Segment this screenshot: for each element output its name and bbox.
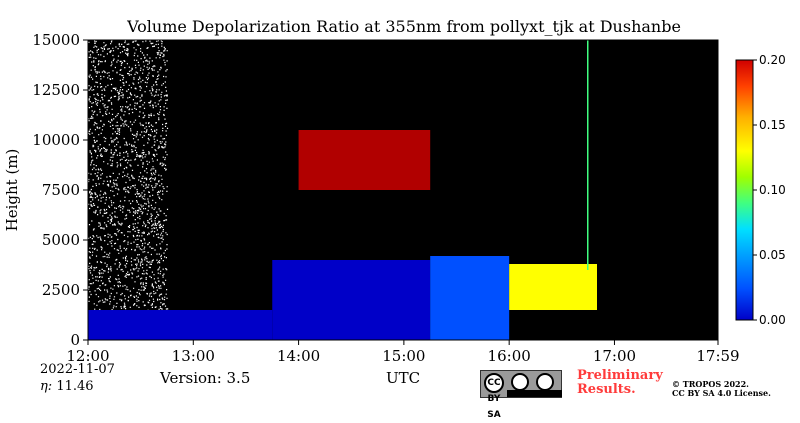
copyright-line2: CC BY SA 4.0 License.	[672, 388, 771, 398]
y-tick-label: 7500	[42, 181, 80, 199]
copyright-line1: © TROPOS 2022.	[672, 379, 749, 389]
y-axis: 0 2500 5000 7500 10000 12500 15000	[32, 31, 88, 349]
aerosol-layer	[509, 264, 615, 310]
y-tick-label: 5000	[42, 231, 80, 249]
chart-title: Volume Depolarization Ratio at 355nm fro…	[126, 17, 681, 36]
y-tick-label: 10000	[32, 131, 80, 149]
y-tick-label: 12500	[32, 81, 80, 99]
colorbar-tick-label: 0.20	[759, 53, 786, 67]
aerosol-layer	[298, 130, 431, 190]
eta-value: 11.46	[56, 379, 94, 394]
colorbar-tick-label: 0.05	[759, 248, 786, 262]
cc-icon: CC BY SA	[484, 373, 504, 420]
noise-speckle	[88, 40, 169, 311]
aerosol-layers	[88, 130, 615, 340]
share-alike-icon	[536, 373, 554, 391]
noise-layer	[88, 40, 169, 311]
cc-license-badge: CC BY SA	[480, 370, 562, 420]
eta-readout: η: 11.46	[40, 379, 94, 394]
colorbar-tick-label: 0.15	[759, 118, 786, 132]
aerosol-layer	[430, 256, 510, 340]
x-tick-label: 14:00	[277, 347, 320, 365]
y-axis-label: Height (m)	[3, 149, 21, 232]
preliminary-notice: Preliminary Results.	[577, 369, 663, 397]
x-tick-label: 13:00	[172, 347, 215, 365]
preliminary-line2: Results.	[577, 382, 636, 397]
by-attribution-icon	[511, 373, 529, 391]
y-tick-label: 15000	[32, 31, 80, 49]
measurement-date: 2022-11-07	[40, 362, 115, 377]
colorbar-ticks: 0.00 0.05 0.10 0.15 0.20	[753, 53, 786, 327]
license-band	[507, 390, 562, 397]
x-tick-label: 12:00	[66, 347, 109, 365]
x-tick-label: 17:00	[593, 347, 636, 365]
aerosol-layer	[272, 260, 431, 340]
depolarization-chart: Volume Depolarization Ratio at 355nm fro…	[3, 17, 786, 365]
y-tick-label: 0	[70, 331, 80, 349]
y-tick-label: 2500	[42, 281, 80, 299]
x-tick-label: 17:59	[696, 347, 739, 365]
x-tick-label: 15:00	[382, 347, 425, 365]
x-axis: 12:00 13:00 14:00 15:00 16:00 17:00 17:59	[66, 340, 740, 365]
preliminary-line1: Preliminary	[577, 368, 663, 383]
copyright-notice: © TROPOS 2022. CC BY SA 4.0 License.	[672, 380, 771, 398]
aerosol-layer	[88, 310, 273, 340]
colorbar-tick-label: 0.00	[759, 313, 786, 327]
version-label: Version: 3.5	[160, 369, 251, 387]
data-gap-line	[587, 40, 589, 270]
colorbar-tick-label: 0.10	[759, 183, 786, 197]
data-gap-bar	[597, 40, 615, 340]
x-tick-label: 16:00	[488, 347, 531, 365]
colorbar	[735, 59, 754, 321]
eta-label: η:	[40, 379, 53, 394]
plot-area	[88, 40, 718, 340]
x-axis-label: UTC	[386, 369, 421, 387]
